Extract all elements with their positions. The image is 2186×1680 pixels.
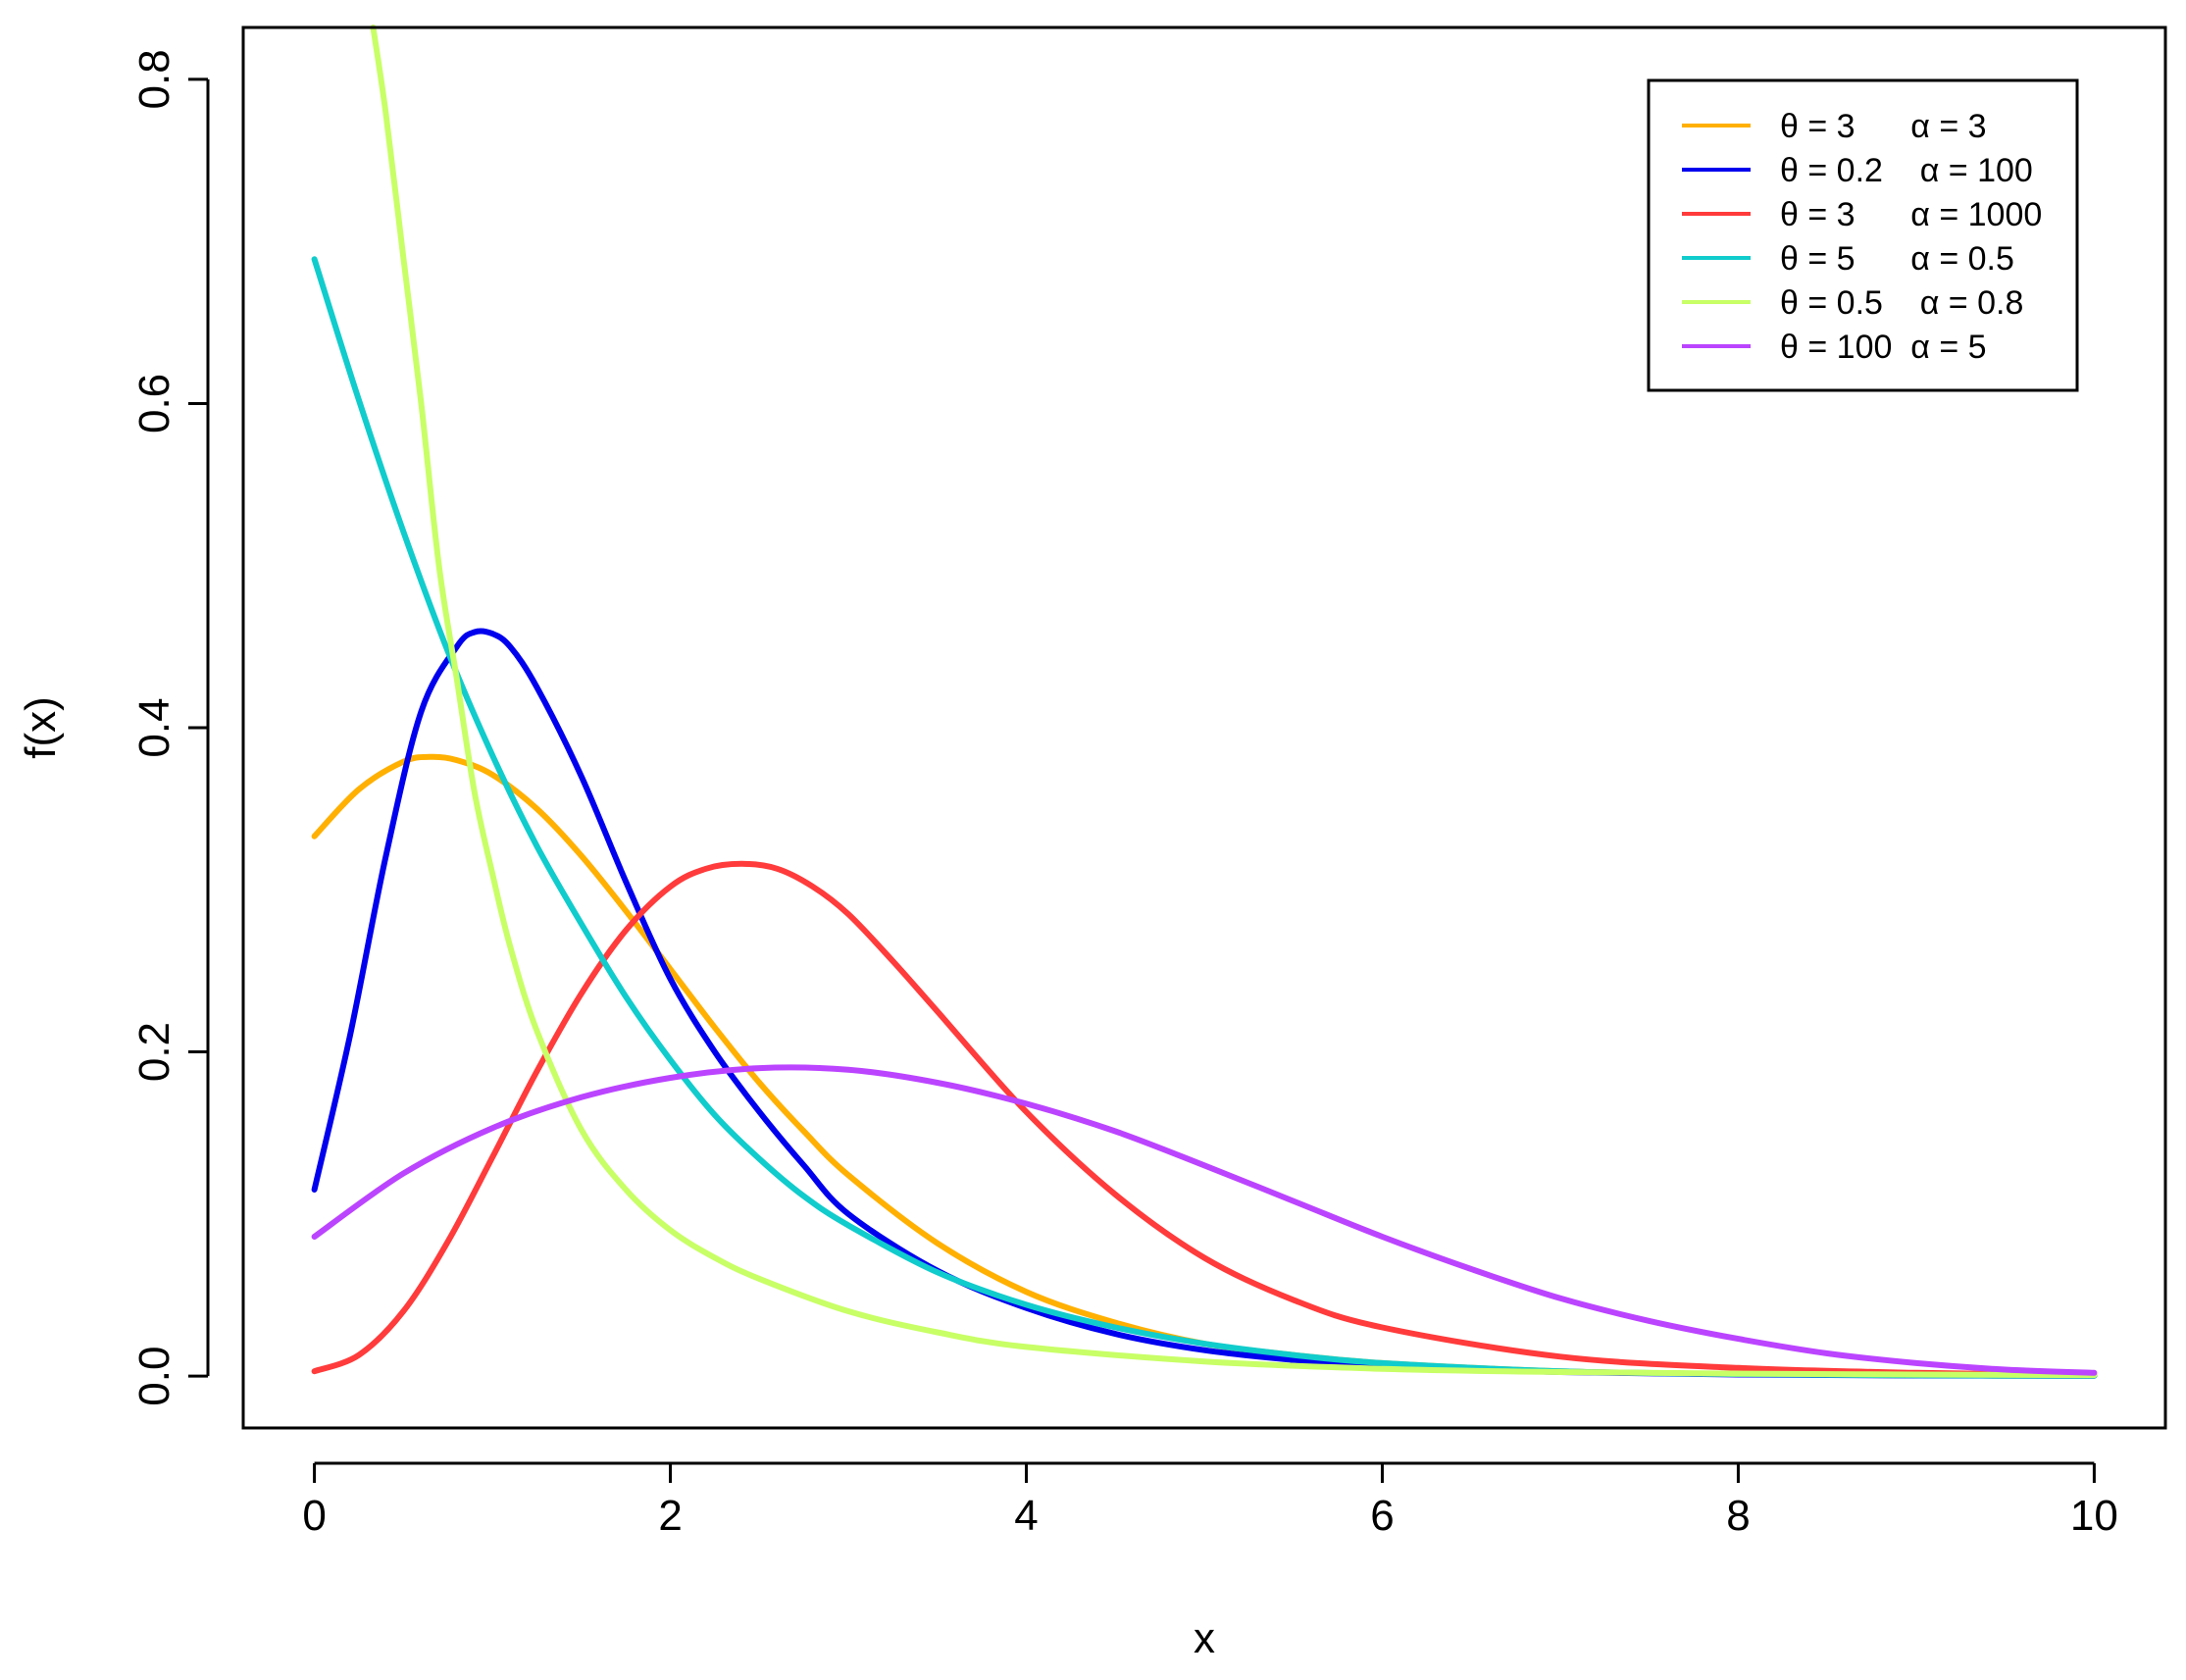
x-tick-label-3: 6: [1370, 1492, 1394, 1540]
x-tick-label-1: 2: [658, 1492, 682, 1540]
x-tick-label-0: 0: [302, 1492, 326, 1540]
x-axis-title: x: [1194, 1614, 1215, 1662]
plot-frame: [241, 25, 2167, 1430]
legend: θ = 3 α = 3 θ = 0.2 α = 100 θ = 3 α = 1000…: [1647, 78, 2079, 392]
legend-label-2: θ = 3 α = 1000: [1780, 196, 2042, 233]
legend-items: θ = 3 α = 3 θ = 0.2 α = 100 θ = 3 α = 1000…: [1682, 108, 2042, 366]
series-layer: [311, 25, 2098, 1379]
y-axis-title: f(x): [17, 696, 65, 759]
x-tick-label-4: 8: [1726, 1492, 1750, 1540]
series-line-2: [311, 860, 2098, 1378]
axes-layer: 0 2 4 6 8 10 0.0 0.2 0.4 0.6 0.8: [130, 49, 2118, 1540]
legend-box: [1647, 78, 2079, 392]
legend-label-4: θ = 0.5 α = 0.8: [1780, 284, 2023, 322]
y-tick-label-3: 0.6: [130, 374, 178, 433]
series-line-5: [311, 1064, 2098, 1376]
x-tick-label-2: 4: [1014, 1492, 1038, 1540]
series-line-4: [370, 25, 2098, 1379]
legend-label-5: θ = 100 α = 5: [1780, 329, 1987, 366]
legend-label-0: θ = 3 α = 3: [1780, 108, 1987, 145]
y-tick-label-0: 0.0: [130, 1347, 178, 1406]
x-tick-label-5: 10: [2070, 1492, 2118, 1540]
legend-label-1: θ = 0.2 α = 100: [1780, 152, 2033, 189]
y-tick-label-2: 0.4: [130, 697, 178, 757]
y-tick-label-1: 0.2: [130, 1022, 178, 1082]
y-tick-label-4: 0.8: [130, 49, 178, 109]
legend-label-3: θ = 5 α = 0.5: [1780, 240, 2014, 278]
